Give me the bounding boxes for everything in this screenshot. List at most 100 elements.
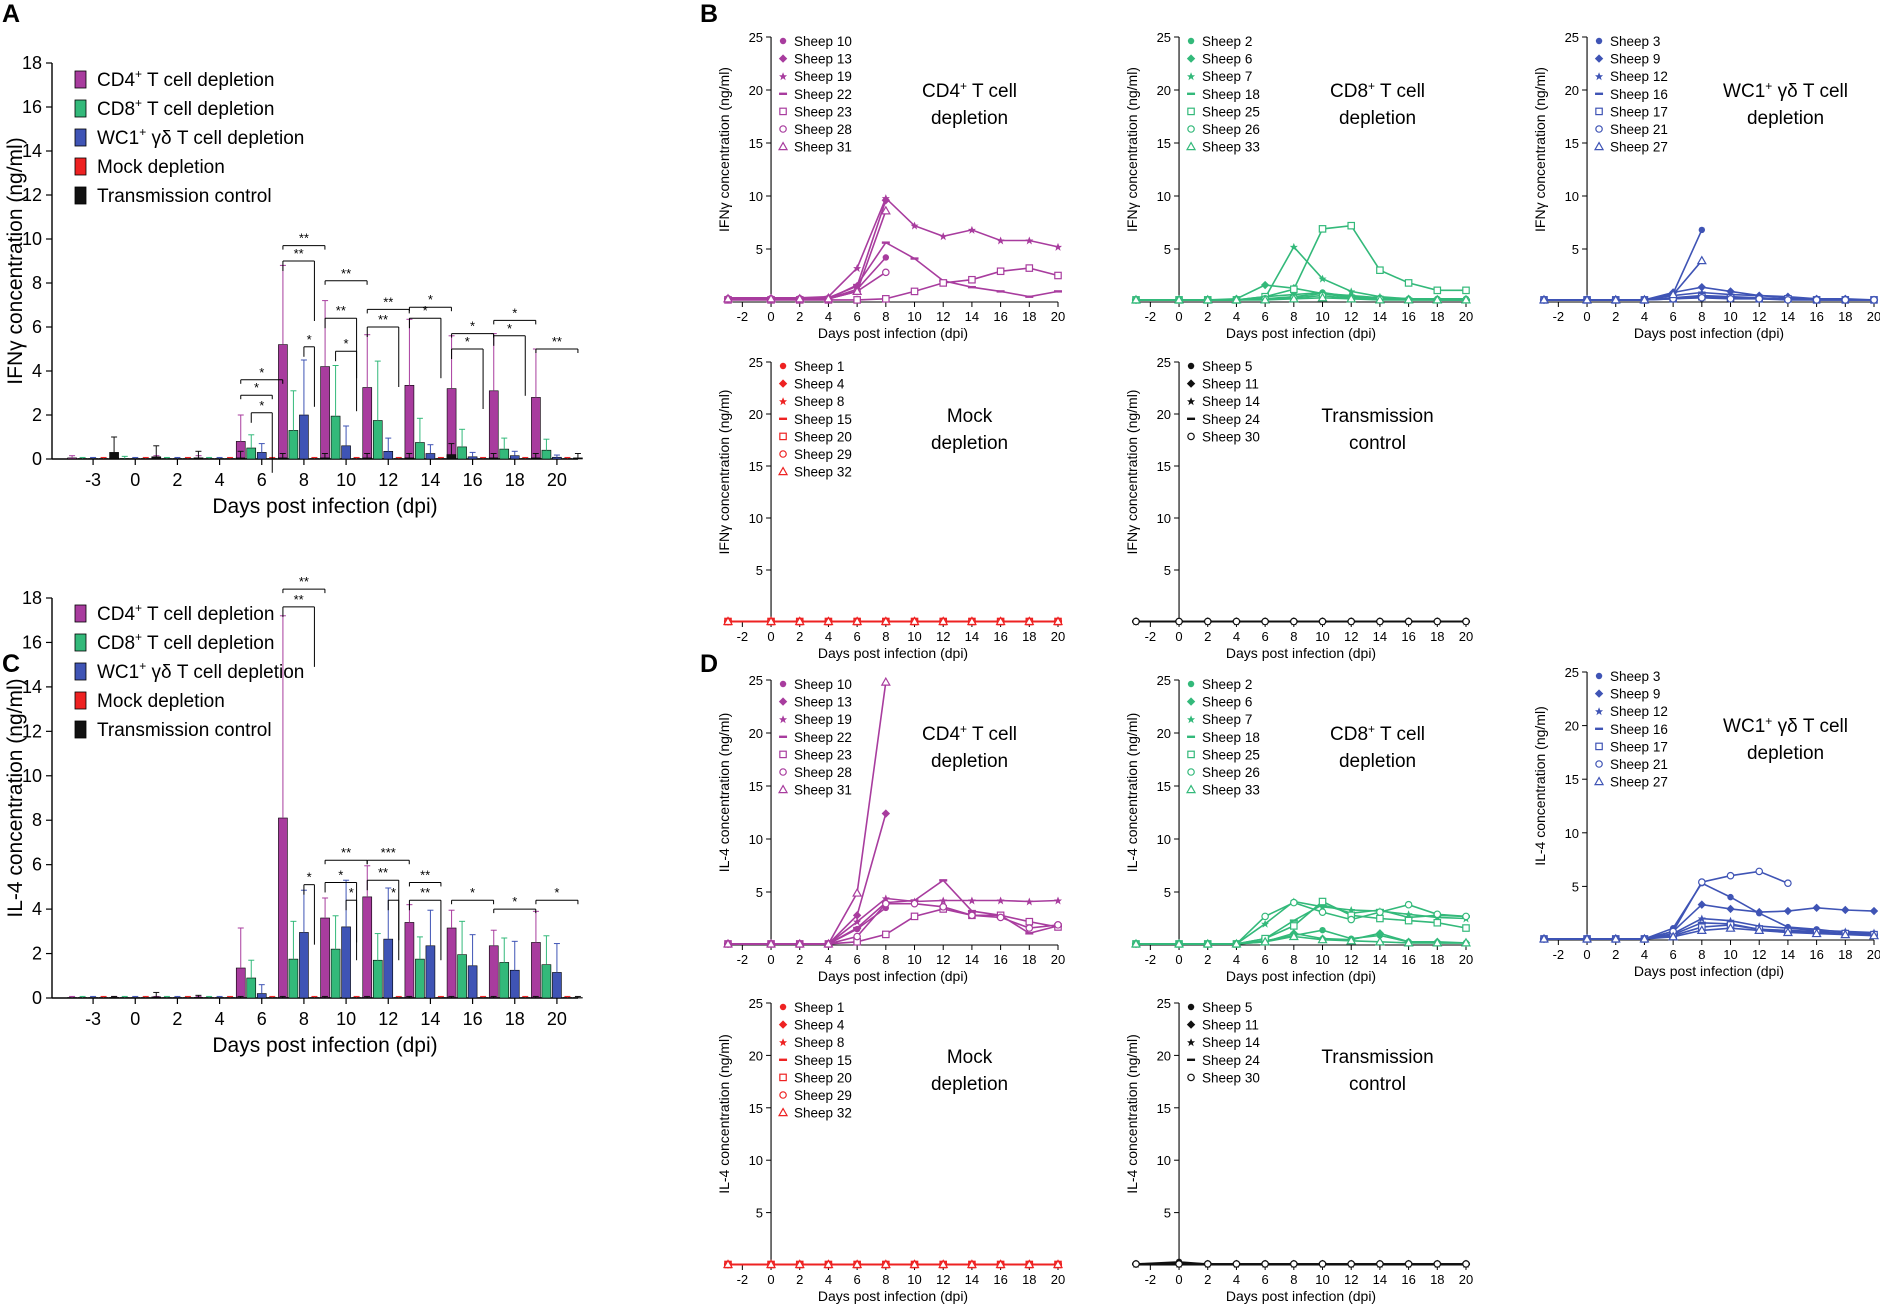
bar bbox=[109, 997, 119, 999]
point bbox=[1404, 1260, 1413, 1268]
x-tick-label: 12 bbox=[378, 470, 398, 490]
sig-label: ** bbox=[341, 266, 351, 281]
point bbox=[1187, 362, 1195, 370]
x-tick-label: 14 bbox=[1373, 1272, 1387, 1287]
legend-label: Sheep 20 bbox=[794, 1070, 852, 1085]
point bbox=[823, 616, 834, 626]
x-tick-label: 12 bbox=[1344, 309, 1358, 324]
x-tick-label: 0 bbox=[1175, 952, 1182, 967]
point bbox=[1187, 1038, 1196, 1047]
x-tick-label: 18 bbox=[1430, 952, 1444, 967]
legend-label: Sheep 20 bbox=[794, 429, 852, 444]
bar bbox=[425, 945, 436, 999]
y-axis-title: IL-4 concentration (ng/ml) bbox=[1124, 713, 1140, 873]
bar bbox=[278, 817, 288, 999]
x-tick-label: 2 bbox=[1204, 1272, 1211, 1287]
point bbox=[722, 293, 734, 303]
bar bbox=[235, 997, 246, 999]
y-tick-label: 10 bbox=[22, 229, 42, 249]
legend-label: Sheep 1 bbox=[794, 359, 844, 374]
x-tick-label: 10 bbox=[907, 629, 921, 644]
legend-label: Sheep 25 bbox=[1202, 747, 1260, 762]
x-tick-label: 10 bbox=[336, 1009, 356, 1029]
point bbox=[1054, 290, 1062, 293]
point bbox=[967, 896, 976, 905]
x-tick-label: 10 bbox=[907, 1272, 921, 1287]
bar bbox=[172, 997, 183, 999]
y-tick-label: 25 bbox=[749, 30, 763, 45]
bar bbox=[467, 456, 478, 460]
x-tick-label: 10 bbox=[1315, 952, 1329, 967]
x-tick-label: -2 bbox=[737, 629, 749, 644]
x-tick-label: 16 bbox=[1401, 629, 1415, 644]
legend-label: Sheep 32 bbox=[794, 465, 852, 480]
point bbox=[779, 715, 788, 724]
panel-title: Mock bbox=[947, 1047, 993, 1068]
point bbox=[778, 466, 789, 476]
panel-title: depletion bbox=[931, 1074, 1008, 1095]
y-tick-label: 6 bbox=[32, 855, 42, 875]
y-axis-title: IL-4 concentration (ng/ml) bbox=[716, 713, 732, 873]
panel-label-a: A bbox=[2, 0, 20, 28]
point bbox=[1187, 432, 1195, 441]
point bbox=[779, 125, 787, 133]
point bbox=[1841, 905, 1850, 915]
x-tick-label: 6 bbox=[854, 952, 861, 967]
sig-label: * bbox=[512, 305, 517, 320]
point bbox=[852, 616, 863, 626]
point bbox=[779, 768, 787, 776]
x-tick-label: 10 bbox=[1723, 309, 1737, 324]
chart-B4: 5 10 15 20 25 -2 0 2 4 6 8 10 12 14 16 18 20 Days post in… bbox=[716, 355, 1065, 661]
point bbox=[1594, 776, 1605, 786]
legend-label: Sheep 2 bbox=[1202, 677, 1252, 692]
panel-label-b: B bbox=[700, 0, 718, 28]
y-tick-label: 20 bbox=[749, 407, 763, 422]
y-tick-label: 25 bbox=[1157, 30, 1171, 45]
legend-swatch bbox=[74, 662, 87, 681]
point bbox=[1433, 617, 1442, 626]
point bbox=[1374, 936, 1385, 946]
point bbox=[722, 938, 734, 948]
point bbox=[967, 909, 976, 913]
legend-label: Sheep 14 bbox=[1202, 1035, 1260, 1050]
x-axis-title: Days post infection (dpi) bbox=[818, 968, 968, 984]
x-tick-label: 20 bbox=[1867, 309, 1880, 324]
legend-label: Sheep 11 bbox=[1202, 377, 1259, 392]
x-tick-label: 2 bbox=[1612, 947, 1619, 962]
y-tick-label: 25 bbox=[1565, 665, 1579, 680]
panel-title: depletion bbox=[931, 108, 1008, 129]
point bbox=[1595, 727, 1604, 730]
y-axis-title: IFNγ concentration (ng/ml) bbox=[716, 390, 732, 555]
point bbox=[779, 397, 788, 406]
y-tick-label: 20 bbox=[1565, 719, 1579, 734]
point bbox=[910, 912, 919, 921]
x-tick-label: 18 bbox=[1022, 952, 1036, 967]
legend-label: Sheep 16 bbox=[1610, 87, 1668, 102]
point bbox=[778, 697, 788, 706]
legend-label: Sheep 18 bbox=[1202, 730, 1260, 745]
point bbox=[1403, 937, 1414, 947]
legend-label: Sheep 32 bbox=[794, 1106, 852, 1121]
legend-label: Sheep 28 bbox=[794, 122, 852, 137]
y-axis-title: IFNγ concentration (ng/ml) bbox=[716, 67, 732, 232]
x-tick-label: 14 bbox=[420, 1009, 440, 1029]
point bbox=[766, 938, 777, 948]
point bbox=[966, 1259, 977, 1269]
point bbox=[1869, 906, 1879, 916]
point bbox=[1347, 617, 1356, 626]
point bbox=[1727, 893, 1734, 901]
bar bbox=[499, 448, 510, 460]
x-tick-label: 6 bbox=[854, 309, 861, 324]
point bbox=[1290, 285, 1298, 294]
x-tick-label: 10 bbox=[1315, 309, 1329, 324]
bar bbox=[436, 997, 446, 999]
point bbox=[1725, 922, 1736, 932]
y-tick-label: 25 bbox=[1157, 996, 1171, 1011]
sig-label: * bbox=[254, 380, 259, 395]
point bbox=[1374, 294, 1385, 304]
bar bbox=[362, 896, 373, 999]
legend-label: Sheep 31 bbox=[794, 140, 852, 155]
x-tick-label: 14 bbox=[965, 1272, 979, 1287]
point bbox=[1025, 932, 1034, 935]
legend-label: Sheep 25 bbox=[1202, 104, 1260, 119]
